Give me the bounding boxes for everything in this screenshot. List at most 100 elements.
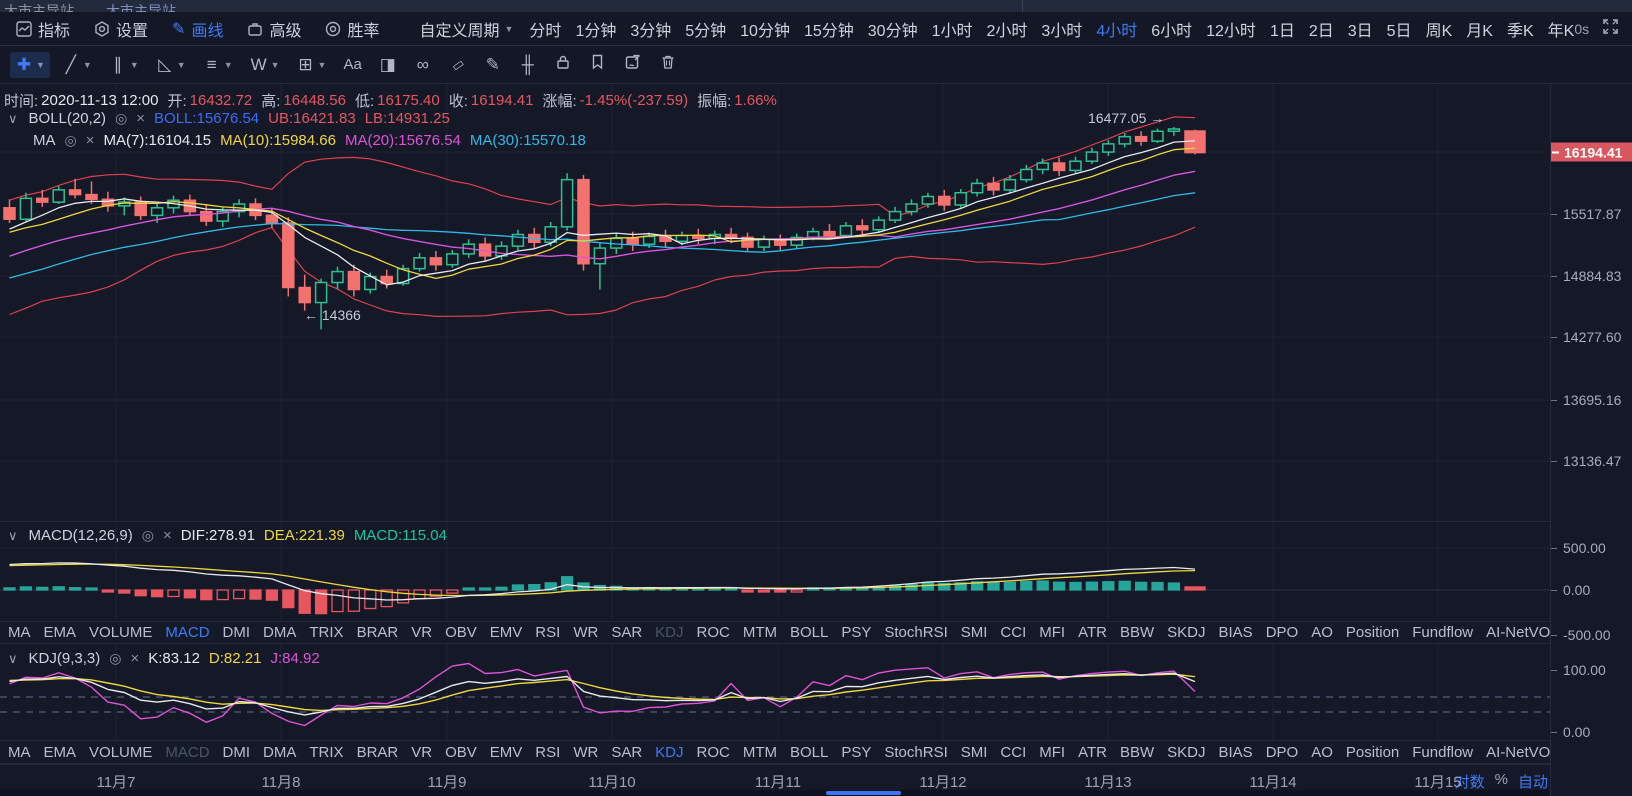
tool-crosshair[interactable]: ✚ ▼ <box>10 51 50 78</box>
indicator-tab-CCI[interactable]: CCI <box>1000 743 1027 761</box>
close-icon[interactable]: × <box>162 527 172 544</box>
indicator-tab-PSY[interactable]: PSY <box>841 743 872 761</box>
indicator-tab-VOLUME[interactable]: VOLUME <box>89 624 153 641</box>
indicator-tab-VR[interactable]: VR <box>411 624 433 641</box>
indicator-tab-AI-NetVOL[interactable]: AI-NetVOL <box>1486 624 1550 641</box>
indicator-tab-DMA[interactable]: DMA <box>263 743 297 761</box>
timeframe-3分钟[interactable]: 3分钟 <box>630 22 672 40</box>
auto-scale-toggle[interactable]: 自动 <box>1517 774 1548 791</box>
tool-pencil[interactable]: ✎ <box>479 52 507 78</box>
timeframe-5日[interactable]: 5日 <box>1386 22 1412 40</box>
tool-lock[interactable] <box>549 51 577 78</box>
tool-trend-line[interactable]: ╱ ▼ <box>57 52 97 78</box>
tool-bookmark[interactable] <box>584 51 612 78</box>
indicator-tab-SMI[interactable]: SMI <box>960 624 988 641</box>
indicator-tab-RSI[interactable]: RSI <box>535 624 561 641</box>
indicator-tab-StochRSI[interactable]: StochRSI <box>884 743 948 761</box>
timeframe-季K[interactable]: 季K <box>1506 22 1534 40</box>
timeframe-月K[interactable]: 月K <box>1466 22 1493 40</box>
tool-ruler[interactable]: ▭ <box>444 52 472 78</box>
indicator-tab-BOLL[interactable]: BOLL <box>790 624 829 641</box>
indicator-tab-BOLL[interactable]: BOLL <box>790 743 829 761</box>
tool-note[interactable] <box>619 51 647 78</box>
timeframe-6小时[interactable]: 6小时 <box>1151 22 1193 40</box>
indicator-tab-TRIX[interactable]: TRIX <box>309 624 344 641</box>
settings-icon[interactable]: ◎ <box>115 110 128 126</box>
custom-period-dropdown[interactable]: 自定义周期 ▼ <box>419 17 513 41</box>
indicator-tab-MACD[interactable]: MACD <box>165 624 210 641</box>
log-scale-toggle[interactable]: 对数 <box>1454 774 1485 791</box>
timeframe-2小时[interactable]: 2小时 <box>986 22 1028 40</box>
indicator-tab-BRAR[interactable]: BRAR <box>356 743 399 761</box>
timeframe-3日[interactable]: 3日 <box>1347 22 1373 40</box>
settings-button[interactable]: 设置 <box>94 17 148 41</box>
indicator-tab-BIAS[interactable]: BIAS <box>1218 743 1253 761</box>
price-axis[interactable]: 15517.87 14884.83 14277.60 13695.16 13136.47… <box>1550 84 1632 796</box>
timeframe-分时[interactable]: 分时 <box>529 22 562 40</box>
indicator-tab-MFI[interactable]: MFI <box>1039 624 1066 641</box>
chevron-down-icon[interactable]: ∨ <box>8 650 18 666</box>
indicator-tab-MA[interactable]: MA <box>8 624 31 641</box>
indicator-tab-SAR[interactable]: SAR <box>611 624 643 641</box>
advanced-button[interactable]: 高级 <box>247 17 301 41</box>
indicator-tab-PSY[interactable]: PSY <box>841 624 872 641</box>
draw-button[interactable]: ✎ 画线 <box>172 17 223 41</box>
indicator-tab-RSI[interactable]: RSI <box>535 743 561 761</box>
indicator-tab-SKDJ[interactable]: SKDJ <box>1167 743 1206 761</box>
indicator-tab-EMA[interactable]: EMA <box>43 743 77 761</box>
fullscreen-icon[interactable] <box>1602 18 1619 40</box>
candlestick-pane[interactable] <box>0 84 1550 521</box>
indicator-tab-VOLUME[interactable]: VOLUME <box>89 743 153 761</box>
timeframe-10分钟[interactable]: 10分钟 <box>740 22 790 40</box>
indicator-tab-OBV[interactable]: OBV <box>445 743 477 761</box>
tool-text[interactable]: Aa <box>338 52 366 78</box>
indicator-tab-MTM[interactable]: MTM <box>742 743 777 761</box>
timeframe-4小时[interactable]: 4小时 <box>1096 22 1138 40</box>
indicator-tab-BIAS[interactable]: BIAS <box>1218 624 1253 641</box>
indicator-tab-ATR[interactable]: ATR <box>1078 624 1107 641</box>
indicator-tab-SAR[interactable]: SAR <box>611 743 643 761</box>
tool-magnet[interactable]: ∞ <box>409 52 437 78</box>
indicator-tab-SKDJ[interactable]: SKDJ <box>1167 624 1206 641</box>
clipped-tab-1[interactable]: 大市主导站 <box>4 3 74 12</box>
timeframe-1日[interactable]: 1日 <box>1269 22 1295 40</box>
tool-eraser[interactable]: ◨ <box>374 52 402 78</box>
indicator-tab-AI-NetVOL[interactable]: AI-NetVOL <box>1486 743 1550 761</box>
indicator-tab-EMV[interactable]: EMV <box>489 743 523 761</box>
indicator-tab-EMA[interactable]: EMA <box>43 624 77 641</box>
timeframe-周K[interactable]: 周K <box>1425 22 1453 40</box>
time-axis[interactable]: 对数 % 自动 11月7 11月8 11月9 11月10 11月11 11月12 11月13… <box>0 764 1550 791</box>
scrollbar-thumb[interactable] <box>826 791 901 795</box>
indicator-tab-ROC[interactable]: ROC <box>696 743 730 761</box>
indicator-tab-AO[interactable]: AO <box>1311 624 1333 641</box>
tool-parallel-lines[interactable]: ∥ ▼ <box>104 52 144 78</box>
percent-scale-toggle[interactable]: % <box>1494 771 1508 788</box>
tool-fib-lines[interactable]: ≡ ▼ <box>198 52 238 78</box>
timeframe-5分钟[interactable]: 5分钟 <box>685 22 727 40</box>
settings-icon[interactable]: ◎ <box>141 527 154 543</box>
indicator-tab-ROC[interactable]: ROC <box>696 624 730 641</box>
timeframe-15分钟[interactable]: 15分钟 <box>803 22 854 40</box>
indicator-tab-WR[interactable]: WR <box>573 624 599 641</box>
indicator-tab-AO[interactable]: AO <box>1311 743 1333 761</box>
close-icon[interactable]: × <box>136 110 146 127</box>
macd-pane[interactable] <box>0 522 1550 620</box>
timeframe-1分钟[interactable]: 1分钟 <box>575 22 617 40</box>
indicator-tab-DPO[interactable]: DPO <box>1265 624 1299 641</box>
clipped-tab-2[interactable]: 大市主导站 <box>106 3 176 12</box>
indicator-tab-StochRSI[interactable]: StochRSI <box>884 624 948 641</box>
indicator-tab-MTM[interactable]: MTM <box>742 624 777 641</box>
timeframe-12小时[interactable]: 12小时 <box>1206 22 1256 40</box>
timeframe-年K[interactable]: 年K <box>1547 22 1575 40</box>
indicator-tab-KDJ[interactable]: KDJ <box>655 624 684 641</box>
indicator-tab-BBW[interactable]: BBW <box>1119 624 1155 641</box>
indicator-tab-Fundflow[interactable]: Fundflow <box>1412 743 1474 761</box>
kdj-pane[interactable] <box>0 645 1550 740</box>
tool-pattern[interactable]: ╫ <box>514 52 542 78</box>
timeframe-1小时[interactable]: 1小时 <box>931 22 973 40</box>
indicator-tab-MA[interactable]: MA <box>8 743 31 761</box>
indicator-tab-CCI[interactable]: CCI <box>1000 624 1027 641</box>
chevron-down-icon[interactable]: ∨ <box>8 527 18 543</box>
indicators-button[interactable]: 指标 <box>16 17 70 41</box>
indicator-tab-Fundflow[interactable]: Fundflow <box>1412 624 1474 641</box>
